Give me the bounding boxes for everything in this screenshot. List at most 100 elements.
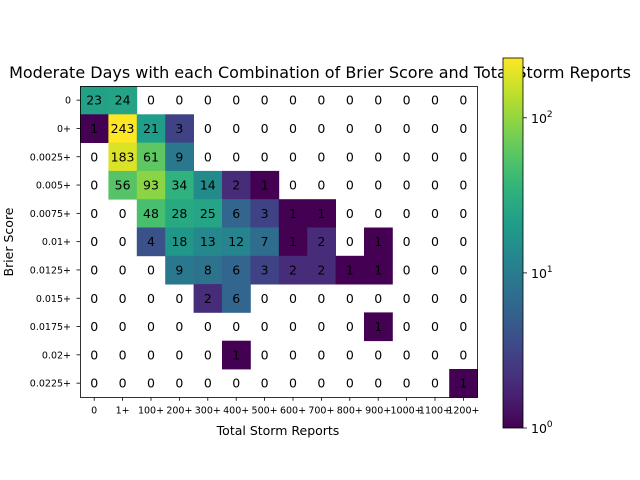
cell-value-label: 0 bbox=[204, 319, 212, 334]
heatmap-cell bbox=[307, 255, 336, 285]
cell-value-label: 0 bbox=[90, 262, 98, 277]
cell-value-label: 0 bbox=[289, 121, 297, 136]
cell-value-label: 0 bbox=[204, 347, 212, 362]
cell-value-label: 0 bbox=[147, 376, 155, 391]
heatmap-cell bbox=[222, 170, 251, 200]
cell-value-label: 0 bbox=[403, 347, 411, 362]
cell-value-label: 0 bbox=[403, 291, 411, 306]
cell-value-label: 0 bbox=[374, 93, 382, 108]
cell-value-label: 0 bbox=[232, 319, 240, 334]
cell-value-label: 243 bbox=[111, 121, 135, 136]
cell-value-label: 0 bbox=[119, 291, 127, 306]
y-tick-label: 0 bbox=[65, 96, 71, 107]
colorbar-gradient bbox=[502, 57, 524, 429]
cell-value-label: 23 bbox=[86, 93, 102, 108]
cell-value-label: 0 bbox=[317, 178, 325, 193]
heatmap-cell bbox=[136, 170, 166, 200]
heatmap-cell bbox=[108, 170, 138, 200]
cell-value-label: 0 bbox=[90, 291, 98, 306]
cell-value-label: 0 bbox=[261, 291, 269, 306]
cell-value-label: 0 bbox=[90, 347, 98, 362]
cell-value-label: 0 bbox=[232, 376, 240, 391]
cell-value-label: 0 bbox=[403, 262, 411, 277]
heatmap-cell bbox=[193, 199, 223, 228]
cell-value-label: 2 bbox=[289, 262, 297, 277]
cell-value-label: 9 bbox=[175, 149, 183, 164]
y-tick-label: 0+ bbox=[57, 124, 71, 135]
heatmap-cell bbox=[250, 170, 280, 200]
heatmap-cell bbox=[165, 227, 194, 257]
cell-value-label: 2 bbox=[204, 291, 212, 306]
cell-value-label: 4 bbox=[147, 234, 155, 249]
cell-value-label: 0 bbox=[147, 291, 155, 306]
heatmap-cell bbox=[364, 312, 393, 342]
cell-value-label: 0 bbox=[175, 347, 183, 362]
cell-value-label: 0 bbox=[289, 149, 297, 164]
cell-value-label: 0 bbox=[431, 178, 439, 193]
cell-value-label: 0 bbox=[175, 376, 183, 391]
cell-value-label: 0 bbox=[431, 347, 439, 362]
x-tick-label: 1200+ bbox=[447, 405, 479, 416]
heatmap-cell bbox=[165, 255, 194, 285]
heatmap-cell bbox=[307, 227, 336, 257]
heatmap-cell bbox=[165, 114, 194, 143]
heatmap-cell bbox=[165, 199, 194, 228]
cell-value-label: 0 bbox=[317, 319, 325, 334]
cell-value-label: 0 bbox=[261, 376, 269, 391]
heatmap-cell bbox=[222, 340, 251, 370]
cell-value-label: 0 bbox=[204, 121, 212, 136]
cell-value-label: 0 bbox=[346, 376, 354, 391]
colorbar-tick-label: 102 bbox=[531, 110, 553, 126]
cell-value-label: 0 bbox=[261, 121, 269, 136]
cell-value-label: 0 bbox=[431, 149, 439, 164]
cell-value-label: 0 bbox=[431, 376, 439, 391]
cell-value-label: 1 bbox=[374, 262, 382, 277]
chart-title: Moderate Days with each Combination of B… bbox=[9, 63, 631, 82]
cell-value-label: 0 bbox=[317, 376, 325, 391]
cell-value-label: 0 bbox=[346, 291, 354, 306]
heatmap-cell bbox=[193, 170, 223, 200]
x-tick-label: 1100+ bbox=[419, 405, 451, 416]
cell-value-label: 0 bbox=[147, 262, 155, 277]
cell-value-label: 0 bbox=[459, 121, 467, 136]
cell-value-label: 0 bbox=[459, 206, 467, 221]
cell-value-label: 0 bbox=[374, 121, 382, 136]
cell-value-label: 0 bbox=[119, 376, 127, 391]
cell-value-label: 1 bbox=[317, 206, 325, 221]
cell-value-label: 0 bbox=[175, 291, 183, 306]
heatmap-cell bbox=[136, 199, 166, 228]
cell-value-label: 0 bbox=[459, 347, 467, 362]
heatmap-cell-labels: 23 24 0 0 0 0 0 0 0 0 0 0 0 01 243 21 3 0 0 0 0 0 0 0 0 0 00 183 61 9… bbox=[86, 93, 467, 391]
heatmap-cell bbox=[278, 255, 308, 285]
cell-value-label: 0 bbox=[459, 319, 467, 334]
colorbar-tick-label: 101 bbox=[531, 265, 553, 281]
y-axis-label: Brier Score bbox=[1, 207, 16, 276]
cell-value-label: 0 bbox=[459, 149, 467, 164]
x-tick-label: 1000+ bbox=[391, 405, 423, 416]
cell-value-label: 0 bbox=[317, 347, 325, 362]
x-tick-label: 600+ bbox=[280, 405, 306, 416]
heatmap-cell bbox=[222, 255, 251, 285]
cell-value-label: 0 bbox=[90, 319, 98, 334]
cell-value-label: 1 bbox=[374, 319, 382, 334]
cell-value-label: 0 bbox=[317, 121, 325, 136]
cell-value-label: 1 bbox=[374, 234, 382, 249]
cell-value-label: 0 bbox=[261, 149, 269, 164]
heatmap-cell bbox=[193, 227, 223, 257]
heatmap-cell bbox=[449, 369, 478, 398]
heatmap-cell bbox=[250, 199, 280, 228]
x-tick-label: 800+ bbox=[337, 405, 363, 416]
y-tick-label: 0.0075+ bbox=[30, 209, 71, 220]
colorbar-tick-label: 100 bbox=[531, 420, 553, 436]
cell-value-label: 0 bbox=[346, 234, 354, 249]
y-tick-label: 0.005+ bbox=[36, 181, 71, 192]
x-tick-label: 100+ bbox=[138, 405, 164, 416]
cell-value-label: 0 bbox=[459, 291, 467, 306]
cell-value-label: 34 bbox=[171, 178, 187, 193]
cell-value-label: 0 bbox=[119, 262, 127, 277]
cell-value-label: 0 bbox=[459, 262, 467, 277]
cell-value-label: 0 bbox=[431, 121, 439, 136]
heatmap-cell bbox=[193, 255, 223, 285]
cell-value-label: 0 bbox=[90, 178, 98, 193]
cell-value-label: 0 bbox=[289, 319, 297, 334]
